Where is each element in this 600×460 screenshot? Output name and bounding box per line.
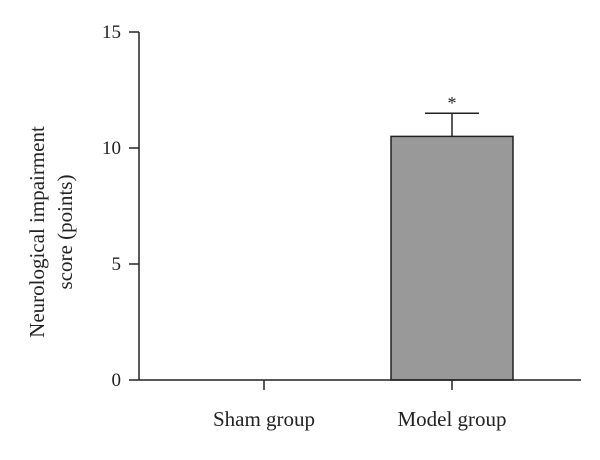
- y-tick-label-0: 0: [112, 370, 122, 391]
- y-axis-title-line-2: score (points): [53, 175, 77, 290]
- significance-marker: *: [448, 93, 457, 113]
- plot-area: * 0 5 10 15 Sham group Model group: [102, 22, 581, 431]
- y-tick-label-15: 15: [102, 22, 121, 43]
- bar-model-group: [390, 135, 514, 381]
- y-axis-title: Neurological impairment score (points): [25, 126, 77, 338]
- x-tick-label-sham-group: Sham group: [213, 407, 315, 431]
- y-tick-label-10: 10: [102, 138, 121, 159]
- y-axis-title-line-1: Neurological impairment: [25, 126, 49, 338]
- x-tick-label-model-group: Model group: [397, 407, 506, 431]
- y-tick-label-5: 5: [112, 254, 122, 275]
